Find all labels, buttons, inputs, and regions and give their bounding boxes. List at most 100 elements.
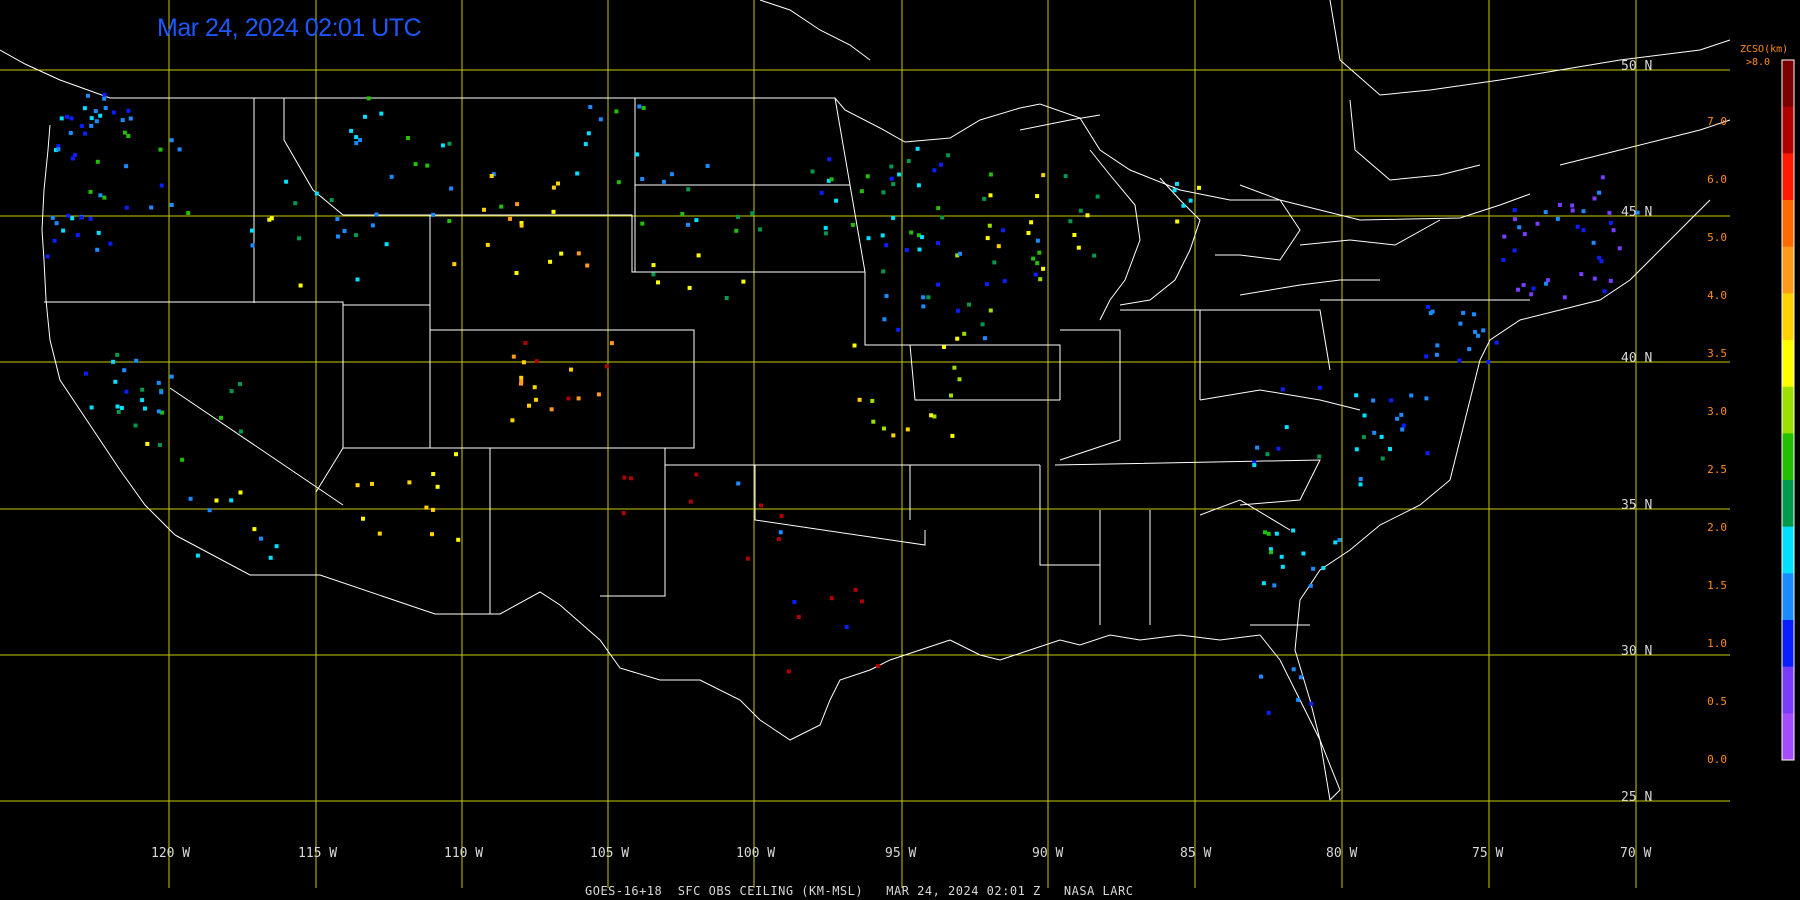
station-dot (1608, 220, 1613, 225)
station-dot (482, 207, 486, 212)
station-dot (1473, 330, 1478, 334)
station-dot (145, 441, 150, 446)
lon-label: 70 W (1620, 846, 1652, 861)
station-dot (1280, 564, 1285, 569)
station-dot (1354, 393, 1359, 398)
colorbar-segment (1782, 293, 1794, 341)
station-dot (1579, 272, 1584, 277)
station-dot (52, 238, 57, 243)
station-dot (156, 380, 161, 385)
station-dot (238, 382, 242, 387)
station-dot (1266, 531, 1271, 536)
station-dot (298, 283, 303, 288)
station-dot (267, 217, 272, 222)
station-dot (1535, 221, 1540, 226)
station-dot (140, 398, 145, 403)
station-dot (1531, 286, 1536, 291)
station-dot (1280, 387, 1285, 392)
station-dot (661, 179, 666, 184)
station-dot (1361, 435, 1366, 440)
station-dot (1068, 219, 1073, 224)
station-dot (1401, 423, 1406, 428)
colorbar-label: 7.0 (1707, 115, 1727, 128)
station-dot (866, 236, 871, 241)
station-dot (949, 393, 953, 398)
station-dot (576, 251, 581, 256)
station-dot (870, 398, 875, 403)
station-dot (955, 336, 960, 341)
station-dot (988, 308, 993, 313)
boundary-line (174, 534, 951, 741)
station-dot (61, 228, 66, 233)
station-dot (844, 625, 849, 629)
station-dot (169, 374, 174, 379)
station-dot (1175, 219, 1180, 224)
station-dot (819, 190, 824, 195)
station-dot (119, 406, 124, 410)
station-dot (549, 407, 554, 412)
station-dot (50, 215, 55, 220)
station-dot (1581, 209, 1586, 214)
station-dot (871, 419, 876, 424)
station-dot (1371, 398, 1376, 403)
station-dot (489, 174, 494, 178)
station-dot (576, 396, 581, 401)
station-dot (1512, 248, 1517, 253)
station-dot (69, 116, 74, 121)
boundary-line (1559, 119, 1731, 166)
station-dot (1581, 228, 1586, 233)
station-dot (1395, 416, 1400, 421)
station-dot (1272, 583, 1277, 588)
station-dot (1557, 202, 1562, 207)
station-dot (1265, 452, 1270, 457)
station-dot (1076, 245, 1081, 250)
station-dot (1607, 210, 1612, 215)
station-dot (905, 427, 910, 432)
boundary-line (343, 304, 431, 449)
lat-label: 40 N (1621, 351, 1653, 366)
station-dot (1570, 203, 1575, 208)
station-dot (884, 294, 889, 298)
station-dot (896, 327, 901, 332)
colorbar-segment (1782, 573, 1794, 621)
station-dot (120, 118, 125, 123)
station-dot (384, 242, 389, 247)
station-dot (598, 117, 603, 122)
station-dot (1434, 352, 1439, 357)
station-dot (551, 209, 556, 214)
station-dot (1512, 208, 1517, 213)
station-dot (1337, 538, 1342, 542)
station-dot (329, 198, 334, 203)
station-dot (1308, 583, 1313, 588)
station-dot (588, 105, 593, 109)
station-dot (363, 114, 367, 119)
boundary-line (41, 124, 176, 536)
station-dot (1424, 396, 1429, 401)
station-dot (514, 271, 519, 275)
station-dot (792, 600, 797, 604)
station-dot (102, 195, 107, 200)
boundary-line (1329, 0, 1731, 96)
station-dot (430, 532, 434, 537)
station-dot (1608, 278, 1613, 283)
station-dot (629, 476, 634, 481)
station-dot (1388, 447, 1392, 451)
station-dot (238, 429, 243, 434)
colorbar-segment (1782, 60, 1794, 108)
station-dot (188, 496, 193, 501)
station-dot (932, 414, 937, 419)
station-dot (635, 152, 640, 157)
station-dot (651, 272, 656, 277)
station-dot (1001, 228, 1005, 233)
station-dot (93, 109, 98, 114)
station-dot (143, 406, 147, 411)
station-dot (88, 189, 93, 194)
station-dot (447, 219, 452, 223)
station-dot (1379, 434, 1384, 439)
station-dot (1430, 309, 1435, 314)
station-dot (207, 508, 212, 513)
station-dot (1041, 266, 1046, 271)
station-dot (1284, 425, 1289, 430)
station-dot (865, 174, 870, 179)
station-dot (932, 168, 937, 173)
